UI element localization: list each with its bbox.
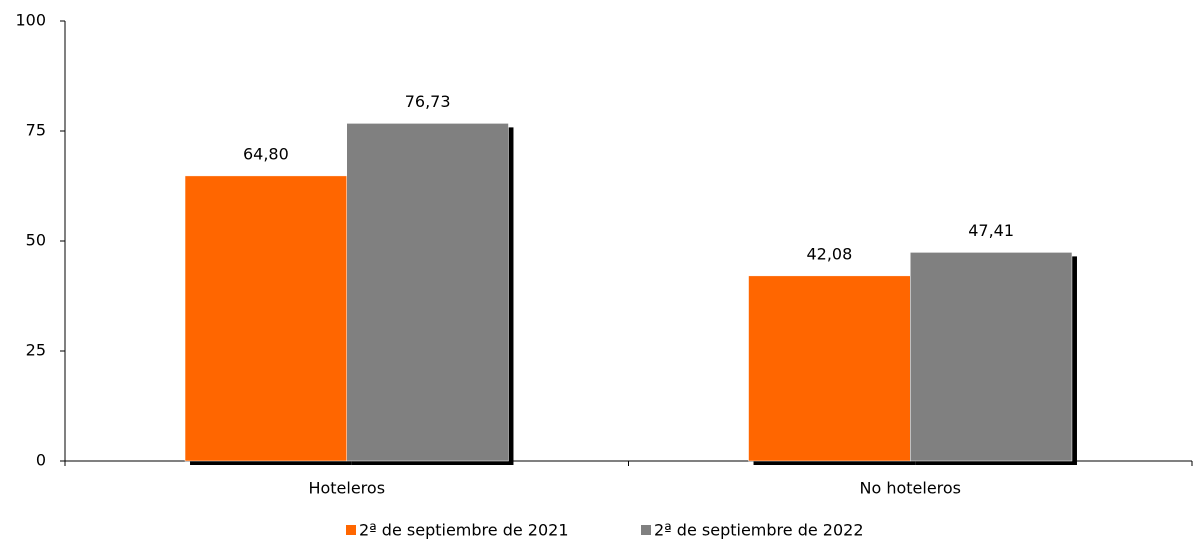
bar <box>910 252 1073 462</box>
y-tick-label: 0 <box>36 451 46 470</box>
legend-swatch <box>641 525 651 535</box>
x-tick-label: Hoteleros <box>308 479 385 498</box>
y-tick-label: 100 <box>15 11 46 30</box>
y-tick-label: 25 <box>26 341 46 360</box>
y-tick-label: 75 <box>26 121 46 140</box>
y-tick-label: 50 <box>26 231 46 250</box>
data-label: 42,08 <box>806 244 852 263</box>
data-label: 64,80 <box>243 144 289 163</box>
legend-label: 2ª de septiembre de 2021 <box>359 521 569 540</box>
x-tick-label: No hoteleros <box>859 479 961 498</box>
bar <box>346 123 509 462</box>
legend-label: 2ª de septiembre de 2022 <box>654 521 864 540</box>
data-label: 47,41 <box>968 221 1014 240</box>
data-label: 76,73 <box>405 92 451 111</box>
bar <box>748 275 911 462</box>
legend-swatch <box>346 525 356 535</box>
bar <box>184 175 347 462</box>
